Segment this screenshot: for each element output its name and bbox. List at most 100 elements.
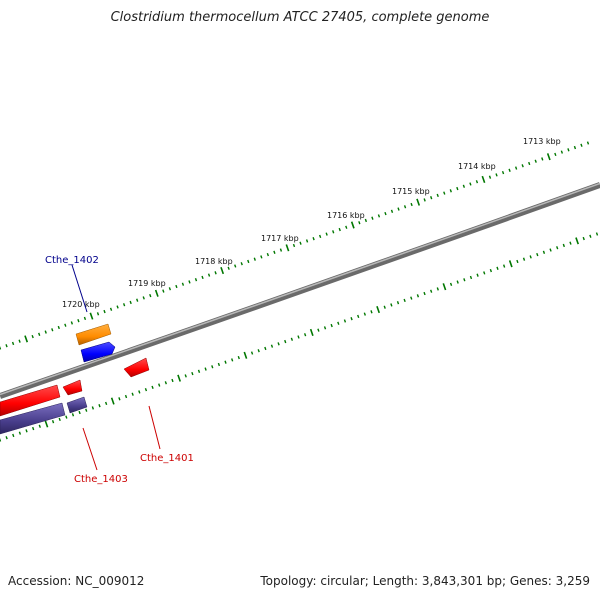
scale-label: 1716 kbp <box>327 211 365 220</box>
minor-tick <box>273 250 276 254</box>
minor-tick <box>211 365 214 369</box>
minor-tick <box>536 252 539 257</box>
minor-tick <box>514 166 518 170</box>
feature-cthe-1402[interactable] <box>80 341 116 363</box>
minor-tick <box>234 264 237 268</box>
major-tick <box>89 312 94 320</box>
minor-tick <box>449 282 453 287</box>
major-tick <box>220 266 225 275</box>
major-tick <box>243 351 248 359</box>
minor-tick <box>217 362 221 367</box>
minor-tick <box>332 230 335 234</box>
minor-tick <box>416 294 420 298</box>
minor-tick <box>456 186 459 191</box>
minor-tick <box>562 243 565 248</box>
minor-tick <box>534 159 537 163</box>
feature-cthe-1403[interactable] <box>0 384 61 417</box>
minor-tick <box>32 426 35 431</box>
major-tick <box>24 335 29 343</box>
minor-tick <box>124 394 128 399</box>
minor-tick <box>103 309 106 314</box>
feature-red-small[interactable] <box>62 379 83 396</box>
major-tick <box>154 289 159 297</box>
minor-tick <box>144 387 148 392</box>
minor-tick <box>430 196 433 200</box>
minor-tick <box>396 301 400 305</box>
minor-tick <box>345 225 348 229</box>
minor-tick <box>162 289 165 293</box>
major-tick <box>508 260 513 268</box>
minor-tick <box>260 255 263 259</box>
minor-tick <box>469 182 472 186</box>
minor-tick <box>495 173 498 177</box>
minor-tick <box>65 415 68 419</box>
minor-tick <box>122 303 126 307</box>
minor-tick <box>403 205 407 209</box>
minor-tick <box>449 189 452 193</box>
minor-tick <box>57 325 60 330</box>
genome-stats-text: Topology: circular; Length: 3,843,301 bp… <box>260 574 590 588</box>
minor-tick <box>77 319 80 323</box>
scale-label: 1719 kbp <box>128 279 166 288</box>
minor-tick <box>350 317 353 321</box>
minor-tick <box>277 342 280 346</box>
minor-tick <box>78 410 81 415</box>
minor-tick <box>463 278 466 282</box>
minor-tick <box>556 246 559 250</box>
minor-tick <box>138 390 141 394</box>
minor-tick <box>501 170 505 175</box>
feature-cthe-1401[interactable] <box>123 357 150 378</box>
feature-slate-large[interactable] <box>0 402 66 435</box>
minor-tick <box>51 420 55 424</box>
minor-tick <box>337 321 340 325</box>
minor-tick <box>158 383 161 387</box>
minor-tick <box>188 280 191 284</box>
minor-tick <box>18 431 22 435</box>
minor-tick <box>542 250 546 254</box>
minor-tick <box>343 319 347 323</box>
minor-tick <box>237 355 240 360</box>
minor-tick <box>175 284 178 289</box>
label-connector <box>71 264 88 313</box>
minor-tick <box>502 264 506 268</box>
minor-tick <box>38 332 41 336</box>
minor-tick <box>5 436 8 440</box>
minor-tick <box>370 310 373 314</box>
minor-tick <box>71 413 75 417</box>
minor-tick <box>521 164 524 168</box>
minor-tick <box>38 424 41 428</box>
gene-label-cthe-1401: Cthe_1401 <box>140 453 194 464</box>
minor-tick <box>104 401 108 406</box>
minor-tick <box>12 433 15 438</box>
minor-tick <box>204 367 207 371</box>
minor-tick <box>383 305 386 309</box>
minor-tick <box>164 381 167 385</box>
minor-tick <box>136 298 139 302</box>
scale-label: 1717 kbp <box>261 234 299 243</box>
minor-tick <box>264 346 267 351</box>
minor-tick <box>522 257 526 261</box>
minor-tick <box>299 241 302 245</box>
major-tick <box>442 283 447 291</box>
minor-tick <box>390 303 393 307</box>
minor-tick <box>247 259 250 264</box>
genome-backbone <box>0 182 600 399</box>
minor-tick <box>58 417 61 422</box>
minor-tick <box>456 280 459 284</box>
major-tick <box>350 221 355 229</box>
minor-tick <box>284 339 287 344</box>
minor-tick <box>297 335 300 339</box>
minor-tick <box>292 243 296 248</box>
minor-tick <box>436 287 439 291</box>
minor-tick <box>250 351 254 355</box>
minor-tick <box>363 312 366 316</box>
minor-tick <box>430 289 433 293</box>
minor-tick <box>410 296 413 300</box>
minor-tick <box>384 211 387 216</box>
feature-orange[interactable] <box>75 323 112 346</box>
minor-tick <box>330 323 333 328</box>
minor-tick <box>44 330 47 334</box>
feature-slate-small[interactable] <box>66 396 88 414</box>
scale-label: 1718 kbp <box>195 257 233 266</box>
